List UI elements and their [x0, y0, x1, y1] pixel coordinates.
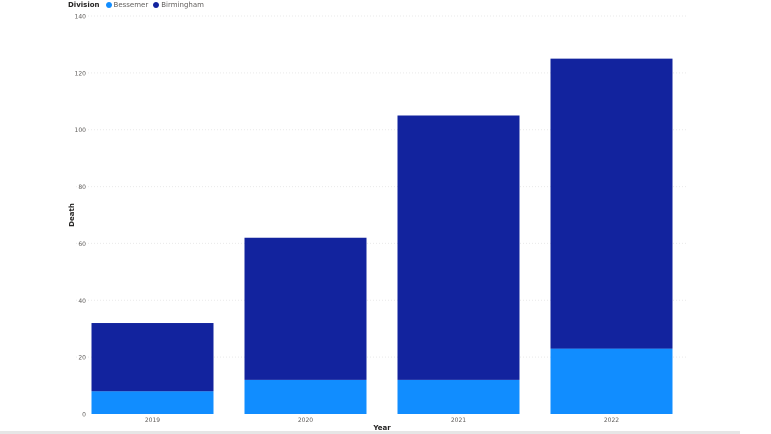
bar-birmingham-2020[interactable] [244, 237, 367, 380]
bar-bessemer-2019[interactable] [91, 391, 214, 414]
bar-bessemer-2020[interactable] [244, 379, 367, 414]
x-tick-label: 2020 [298, 417, 313, 424]
y-tick-label: 140 [75, 14, 87, 21]
y-axis-label: Death [68, 203, 76, 227]
y-tick-label: 100 [75, 127, 87, 134]
y-tick-label: 80 [78, 184, 86, 191]
legend-label: Birmingham [161, 1, 204, 9]
x-tick-label: 2019 [145, 417, 160, 424]
x-tick-label: 2021 [451, 417, 466, 424]
x-tick-label: 2022 [604, 417, 619, 424]
x-axis-label: Year [372, 424, 391, 432]
bar-birmingham-2021[interactable] [397, 115, 520, 380]
legend-marker [153, 2, 160, 8]
legend-item-birmingham[interactable]: Birmingham [153, 1, 204, 9]
bar-bessemer-2021[interactable] [397, 379, 520, 414]
legend-title: Division [68, 1, 100, 9]
bar-birmingham-2019[interactable] [91, 323, 214, 392]
y-tick-label: 20 [78, 355, 86, 362]
bar-bessemer-2022[interactable] [550, 348, 673, 414]
legend-marker [105, 2, 112, 8]
bar-birmingham-2022[interactable] [550, 58, 673, 349]
legend: Division Bessemer Birmingham [68, 1, 206, 9]
y-tick-label: 120 [75, 70, 87, 77]
y-tick-label: 40 [78, 298, 86, 305]
bottom-border [0, 431, 740, 434]
y-tick-label: 60 [78, 241, 86, 248]
legend-item-bessemer[interactable]: Bessemer [105, 1, 149, 9]
y-tick-label: 0 [82, 412, 86, 419]
legend-label: Bessemer [113, 1, 149, 9]
